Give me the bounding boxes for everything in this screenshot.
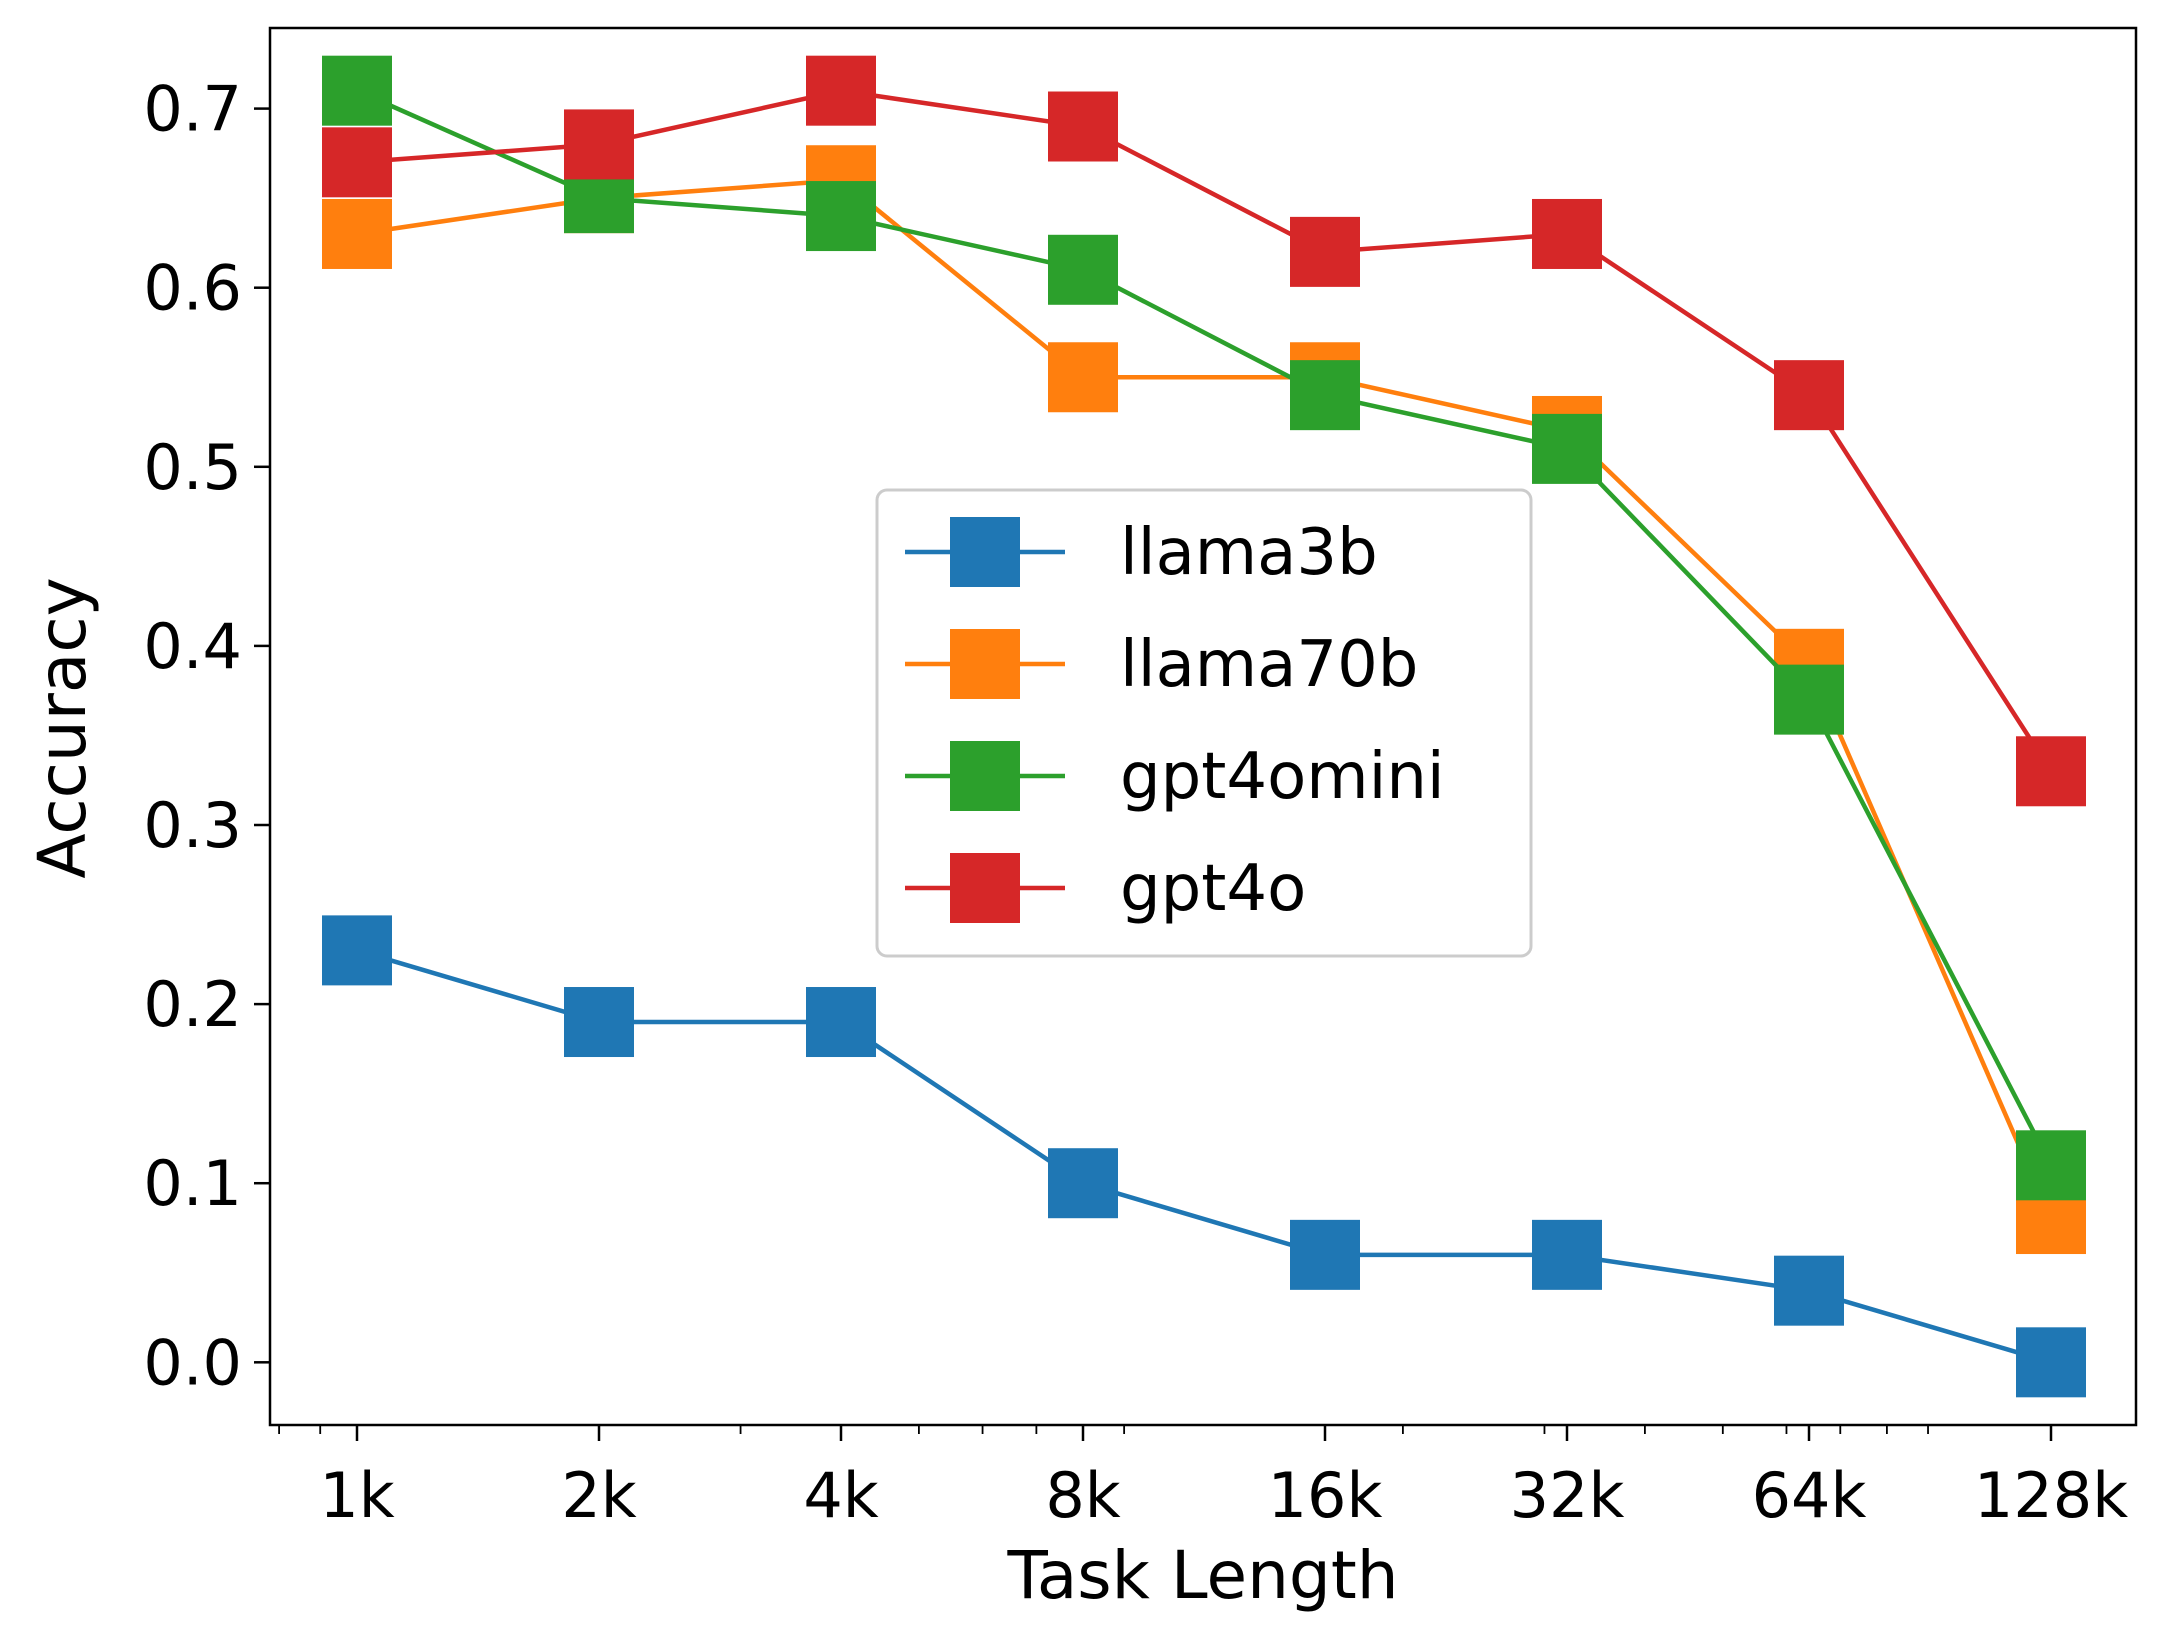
data-point-llama3b-16k [1290,1219,1360,1290]
data-point-gpt4omini-32k [1532,413,1602,484]
series-line-gpt4omini [356,88,2053,1167]
data-point-gpt4omini-1k [322,55,392,126]
y-tick-label-0-2: 0.2 [143,968,242,1041]
data-point-gpt4omini-16k [1290,360,1360,431]
data-point-llama3b-8k [1048,1148,1118,1219]
x-tick-label-16k: 16k [1268,1459,1383,1532]
x-tick-label-4k: 4k [803,1459,878,1532]
y-tick-label-0-1: 0.1 [143,1147,242,1220]
legend-label-gpt4omini: gpt4omini [1120,740,1445,814]
legend-label-gpt4o: gpt4o [1120,852,1306,926]
y-tick-label-0-4: 0.4 [143,610,242,683]
data-point-gpt4omini-64k [1774,664,1844,735]
plot-frame [268,26,2138,1427]
y-tick-label-0-7: 0.7 [143,73,242,146]
data-point-llama3b-64k [1774,1255,1844,1326]
data-point-gpt4o-64k [1774,360,1844,431]
x-tick-label-128k: 128k [1974,1459,2128,1532]
data-point-gpt4omini-4k [806,181,876,252]
legend-marker-llama3b [950,517,1020,587]
data-point-gpt4o-4k [806,55,876,126]
series-line-gpt4o [356,88,2053,773]
legend-frame [875,488,1533,958]
data-point-llama3b-4k [806,987,876,1058]
series-gpt4omini [322,55,2086,1201]
series-line-llama3b [356,948,2052,1365]
data-point-gpt4o-32k [1532,198,1602,269]
series-layer [322,55,2086,1398]
data-point-gpt4o-1k [322,127,392,198]
legend-label-llama70b: llama70b [1120,628,1418,702]
y-tick-label-0-3: 0.3 [143,789,242,862]
legend-item-llama3b: llama3b [905,516,1378,590]
legend-marker-gpt4omini [950,741,1020,811]
legend: llama3b llama70b gpt4omini gpt4o [875,488,1533,958]
data-point-gpt4o-8k [1048,91,1118,162]
data-point-llama3b-2k [564,987,634,1058]
data-point-gpt4omini-128k [2016,1130,2086,1201]
data-point-llama3b-128k [2016,1327,2086,1398]
x-tick-label-2k: 2k [561,1459,636,1532]
y-tick-label-0-5: 0.5 [143,431,242,504]
series-line-llama70b [356,177,2054,1220]
legend-marker-gpt4o [950,853,1020,923]
axis-layer: 1k 2k 4k 8k 16k 32k 64k 128k 0.0 0.1 0.2 0.3 0.4 0.5 0… [143,73,2128,1532]
series-llama3b [322,915,2086,1398]
data-point-gpt4o-16k [1290,216,1360,287]
x-tick-label-32k: 32k [1510,1459,1625,1532]
legend-label-llama3b: llama3b [1120,516,1378,590]
data-point-gpt4o-128k [2016,736,2086,807]
x-tick-label-64k: 64k [1752,1459,1867,1532]
data-point-gpt4o-2k [564,109,634,180]
data-point-llama70b-8k [1048,342,1118,413]
data-point-llama3b-1k [322,915,392,986]
data-point-llama3b-32k [1532,1219,1602,1290]
y-axis-label: Accuracy [24,577,101,878]
series-gpt4o [322,55,2086,807]
y-tick-label-0-6: 0.6 [143,252,242,325]
x-tick-label-1k: 1k [319,1459,394,1532]
legend-item-llama70b: llama70b [905,628,1418,702]
y-tick-label-0-0: 0.0 [143,1326,242,1399]
data-point-llama70b-1k [322,198,392,269]
legend-item-gpt4o: gpt4o [905,852,1306,926]
legend-marker-llama70b [950,629,1020,699]
legend-item-gpt4omini: gpt4omini [905,740,1445,814]
x-axis-label: Task Length [1006,1537,1398,1614]
data-point-gpt4omini-8k [1048,234,1118,305]
x-tick-label-8k: 8k [1045,1459,1120,1532]
